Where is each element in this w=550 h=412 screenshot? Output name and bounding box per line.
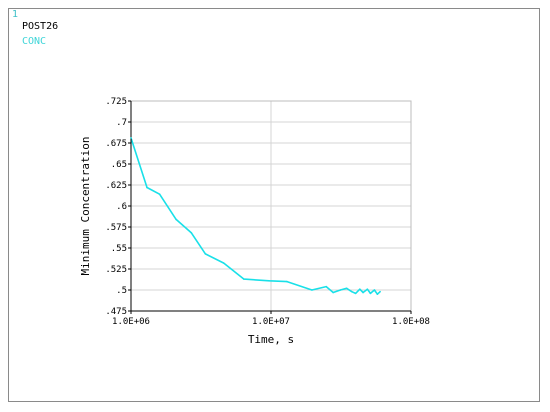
conc-data-point xyxy=(268,279,270,282)
program-label: POST26 xyxy=(22,21,59,32)
y-tick-label: .475 xyxy=(105,307,127,317)
conc-data-point xyxy=(359,288,361,290)
grid-lines xyxy=(130,100,412,312)
conc-data-point xyxy=(243,278,245,280)
y-tick-label: .725 xyxy=(105,97,127,107)
conc-data-point xyxy=(204,253,207,255)
conc-data-point xyxy=(175,218,177,221)
conc-data-point xyxy=(345,287,348,290)
conc-data-point xyxy=(339,289,342,291)
y-tick-label: .5 xyxy=(116,286,127,296)
y-tick-label: .575 xyxy=(105,223,127,233)
y-tick-label: .7 xyxy=(116,118,127,128)
conc-data-point xyxy=(376,293,379,296)
y-axis-ticks: .475 .5 .525 .55 .575 .6 .625 .65 .675 .7 .725 xyxy=(105,97,131,317)
y-axis-label: Minimum Concentration xyxy=(79,136,92,275)
y-tick-label: .65 xyxy=(111,160,127,170)
conc-data-point xyxy=(369,292,372,295)
graphics-window xyxy=(8,8,540,402)
y-tick-label: .675 xyxy=(105,139,127,149)
conc-data-point xyxy=(158,193,161,196)
y-tick-label: .55 xyxy=(111,244,127,254)
x-tick-label: 1.0E+06 xyxy=(112,317,150,327)
y-tick-label: .6 xyxy=(116,202,127,212)
conc-data-point xyxy=(366,288,369,290)
x-tick-label: 1.0E+07 xyxy=(252,317,290,327)
conc-data-point xyxy=(379,290,381,293)
conc-data-point xyxy=(146,186,148,189)
x-axis-ticks: 1.0E+06 1.0E+07 1.0E+08 xyxy=(112,311,430,327)
conc-data-point xyxy=(130,137,132,139)
conc-data-point xyxy=(362,291,364,294)
conc-series-line xyxy=(130,137,381,296)
conc-data-point xyxy=(354,292,357,295)
x-axis-label: Time, s xyxy=(248,333,294,346)
conc-data-point xyxy=(332,291,334,294)
y-tick-label: .525 xyxy=(105,265,127,275)
conc-data-point xyxy=(286,280,288,283)
conc-data-point xyxy=(311,289,313,291)
conc-data-point xyxy=(222,262,225,264)
variable-label: CONC xyxy=(22,36,47,47)
conc-series-points xyxy=(130,137,381,296)
conc-data-point xyxy=(325,285,328,288)
conc-data-point xyxy=(373,289,376,291)
x-tick-label: 1.0E+08 xyxy=(392,317,430,327)
conc-data-point xyxy=(190,232,193,234)
window-number: 1 xyxy=(12,9,19,20)
y-tick-label: .625 xyxy=(105,181,127,191)
conc-data-point xyxy=(351,290,353,293)
